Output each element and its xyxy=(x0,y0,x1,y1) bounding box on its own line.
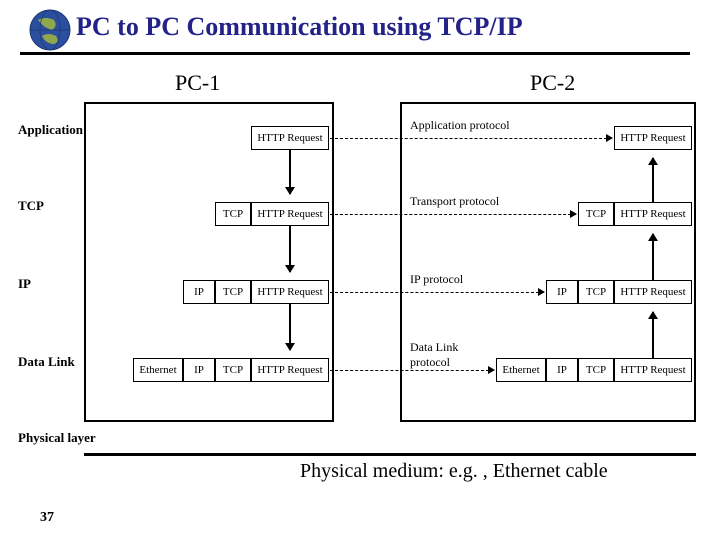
proto-transport: Transport protocol xyxy=(410,194,499,209)
seg-tcp: TCP xyxy=(578,202,614,226)
dash-tcp xyxy=(330,214,576,215)
seg-ip: IP xyxy=(546,280,578,304)
layer-application: Application xyxy=(18,122,83,138)
layer-datalink: Data Link xyxy=(18,354,75,370)
proto-datalink: Data Link protocol xyxy=(410,340,470,370)
seg-tcp: TCP xyxy=(215,202,251,226)
seg-tcp: TCP xyxy=(578,280,614,304)
arrow-up-2 xyxy=(652,234,654,280)
seg-http: HTTP Request xyxy=(614,358,692,382)
arrow-down-2 xyxy=(289,226,291,272)
layer-ip: IP xyxy=(18,276,31,292)
page-number: 37 xyxy=(40,510,54,526)
seg-ip: IP xyxy=(546,358,578,382)
pc1-ip-packet: IP TCP HTTP Request xyxy=(183,280,329,304)
pc1-tcp-packet: TCP HTTP Request xyxy=(215,202,329,226)
proto-ip: IP protocol xyxy=(410,272,463,287)
pc1-dl-packet: Ethernet IP TCP HTTP Request xyxy=(133,358,329,382)
seg-http: HTTP Request xyxy=(614,126,692,150)
pc2-ip-packet: IP TCP HTTP Request xyxy=(546,280,692,304)
arrow-up-1 xyxy=(652,158,654,202)
layer-physical: Physical layer xyxy=(18,430,96,446)
physical-text: Physical medium: e.g. , Ethernet cable xyxy=(300,460,608,483)
seg-http: HTTP Request xyxy=(251,280,329,304)
arrow-down-1 xyxy=(289,150,291,194)
pc2-app-packet: HTTP Request xyxy=(614,126,692,150)
seg-eth: Ethernet xyxy=(133,358,183,382)
layer-tcp: TCP xyxy=(18,198,44,214)
seg-http: HTTP Request xyxy=(251,126,329,150)
page-title: PC to PC Communication using TCP/IP xyxy=(76,12,523,42)
pc2-dl-packet: Ethernet IP TCP HTTP Request xyxy=(496,358,692,382)
proto-app: Application protocol xyxy=(410,118,510,133)
dash-ip xyxy=(330,292,544,293)
seg-ip: IP xyxy=(183,280,215,304)
arrow-down-3 xyxy=(289,304,291,350)
pc2-label: PC-2 xyxy=(530,70,575,96)
seg-http: HTTP Request xyxy=(614,280,692,304)
dash-app xyxy=(330,138,612,139)
globe-icon xyxy=(28,8,72,52)
seg-ip: IP xyxy=(183,358,215,382)
dash-dl xyxy=(330,370,494,371)
arrow-up-3 xyxy=(652,312,654,358)
seg-tcp: TCP xyxy=(215,358,251,382)
seg-http: HTTP Request xyxy=(614,202,692,226)
seg-http: HTTP Request xyxy=(251,358,329,382)
pc1-app-packet: HTTP Request xyxy=(251,126,329,150)
pc2-tcp-packet: TCP HTTP Request xyxy=(578,202,692,226)
physical-line xyxy=(84,453,696,456)
pc1-label: PC-1 xyxy=(175,70,220,96)
seg-eth: Ethernet xyxy=(496,358,546,382)
seg-tcp: TCP xyxy=(578,358,614,382)
title-underline xyxy=(20,52,690,55)
seg-http: HTTP Request xyxy=(251,202,329,226)
seg-tcp: TCP xyxy=(215,280,251,304)
